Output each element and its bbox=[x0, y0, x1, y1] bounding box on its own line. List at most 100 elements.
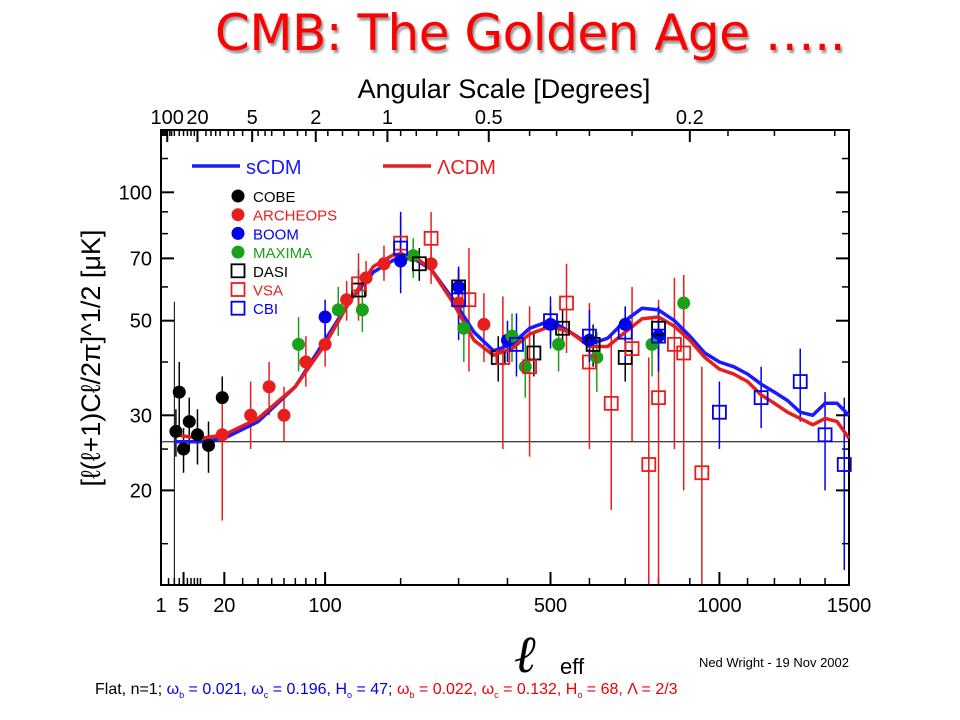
legend-label-λcdm: ΛCDM bbox=[437, 157, 496, 179]
cbi-point bbox=[753, 390, 769, 406]
cbi-point bbox=[836, 457, 852, 472]
top-axis-label: Angular Scale [Degrees] bbox=[358, 74, 651, 104]
top-tick-label: 1 bbox=[382, 107, 393, 129]
legend-label-archeops: ARCHEOPS bbox=[253, 208, 337, 225]
archeops-point bbox=[262, 380, 276, 394]
vsa-point bbox=[676, 345, 692, 361]
legend-marker-cobe bbox=[231, 189, 245, 203]
cbi-point bbox=[543, 313, 558, 329]
vsa-point bbox=[351, 276, 366, 292]
cbi-point bbox=[817, 427, 833, 443]
dasi-point bbox=[585, 336, 601, 352]
cbi-point bbox=[393, 240, 409, 256]
x-tick-label: 1500 bbox=[827, 595, 872, 617]
boom-point bbox=[318, 310, 332, 324]
vsa-point bbox=[641, 457, 657, 472]
legend-marker-archeops bbox=[231, 208, 245, 222]
slide-title: CMB: The Golden Age ….. bbox=[214, 4, 846, 62]
top-tick-label: 5 bbox=[247, 107, 258, 129]
archeops-point bbox=[377, 257, 391, 271]
legend-marker-maxima bbox=[231, 245, 245, 259]
credit-text: Ned Wright - 19 Nov 2002 bbox=[699, 655, 849, 670]
archeops-point bbox=[244, 408, 258, 422]
cobe-point bbox=[215, 391, 229, 405]
dasi-point bbox=[651, 320, 666, 336]
y-tick-label: 100 bbox=[119, 182, 152, 204]
legend-label-cbi: CBI bbox=[253, 301, 278, 318]
maxima-point bbox=[677, 296, 691, 310]
boom-point bbox=[618, 317, 632, 331]
dasi-point bbox=[555, 320, 570, 336]
x-tick-label: 20 bbox=[213, 595, 235, 617]
boom-point bbox=[394, 254, 408, 268]
archeops-point bbox=[277, 408, 291, 422]
boom-point bbox=[582, 333, 596, 347]
cbi-point bbox=[451, 292, 467, 308]
vsa-point bbox=[423, 230, 439, 246]
maxima-point bbox=[518, 360, 532, 374]
archeops-point bbox=[359, 271, 373, 285]
archeops-point bbox=[477, 317, 491, 331]
model-parameters-footer: Flat, n=1; ωb = 0.021, ωc = 0.196, Ho = … bbox=[95, 681, 678, 700]
boom-point bbox=[544, 317, 558, 331]
x-axis-label-sub: eff bbox=[560, 654, 585, 679]
vsa-point bbox=[666, 336, 682, 352]
legend-label-maxima: MAXIMA bbox=[253, 245, 312, 262]
scdm-parameters: ωb = 0.021, ωc = 0.196, Ho = 47; bbox=[166, 681, 397, 701]
x-tick-label: 1000 bbox=[697, 595, 742, 617]
vsa-point bbox=[651, 390, 666, 406]
maxima-point bbox=[406, 249, 420, 263]
cobe-point bbox=[182, 415, 196, 429]
footer-prefix: Flat, n=1; bbox=[95, 681, 167, 698]
maxima-point bbox=[355, 303, 369, 317]
archeops-point bbox=[299, 355, 313, 369]
vsa-point bbox=[694, 465, 710, 481]
cbi-point bbox=[792, 374, 808, 389]
cobe-point bbox=[177, 442, 191, 456]
x-axis-label: ℓ bbox=[515, 627, 537, 684]
legend-marker-cbi bbox=[230, 300, 246, 316]
y-tick-label: 50 bbox=[130, 311, 152, 333]
archeops-point bbox=[340, 293, 354, 307]
y-tick-label: 70 bbox=[130, 248, 152, 270]
vsa-point bbox=[559, 295, 574, 311]
maxima-point bbox=[645, 337, 659, 351]
cobe-point bbox=[169, 424, 183, 438]
archeops-point bbox=[318, 337, 332, 351]
top-tick-label: 20 bbox=[186, 107, 208, 129]
cobe-point bbox=[172, 385, 186, 399]
vsa-point bbox=[582, 354, 597, 370]
maxima-point bbox=[505, 329, 519, 343]
x-tick-label: 5 bbox=[178, 595, 189, 617]
legend-label-cobe: COBE bbox=[253, 189, 296, 206]
cbi-point bbox=[509, 336, 524, 352]
vsa-point bbox=[624, 341, 640, 357]
y-tick-label: 30 bbox=[130, 405, 152, 427]
lcdm-parameters: ωb = 0.022, ωc = 0.132, Ho = 68, Λ = 2/3 bbox=[396, 681, 678, 701]
x-tick-label: 500 bbox=[534, 595, 567, 617]
vsa-point bbox=[461, 292, 477, 308]
legend-marker-dasi bbox=[230, 263, 246, 279]
maxima-point bbox=[331, 303, 345, 317]
archeops-point bbox=[215, 428, 229, 442]
boom-point bbox=[452, 280, 466, 294]
vsa-point bbox=[495, 350, 511, 365]
cbi-point bbox=[582, 328, 597, 344]
cbi-point bbox=[712, 404, 727, 420]
legend-label-scdm: sCDM bbox=[246, 157, 302, 179]
legend-label-dasi: DASI bbox=[253, 264, 288, 281]
legend-label-vsa: VSA bbox=[253, 283, 283, 300]
legend-marker-vsa bbox=[230, 282, 246, 297]
top-tick-label: 2 bbox=[310, 107, 321, 129]
vsa-point bbox=[603, 395, 619, 411]
maxima-point bbox=[292, 337, 306, 351]
top-tick-label: 0.2 bbox=[676, 107, 704, 129]
cobe-point bbox=[190, 428, 204, 442]
x-tick-label: 100 bbox=[308, 595, 341, 617]
maxima-point bbox=[552, 337, 566, 351]
top-tick-label: 0.5 bbox=[475, 107, 503, 129]
archeops-point bbox=[424, 257, 438, 271]
y-axis-label: [ℓ(ℓ+1)Cℓ/2π]^1/2 [μK] bbox=[76, 230, 106, 487]
dasi-point bbox=[411, 256, 427, 272]
